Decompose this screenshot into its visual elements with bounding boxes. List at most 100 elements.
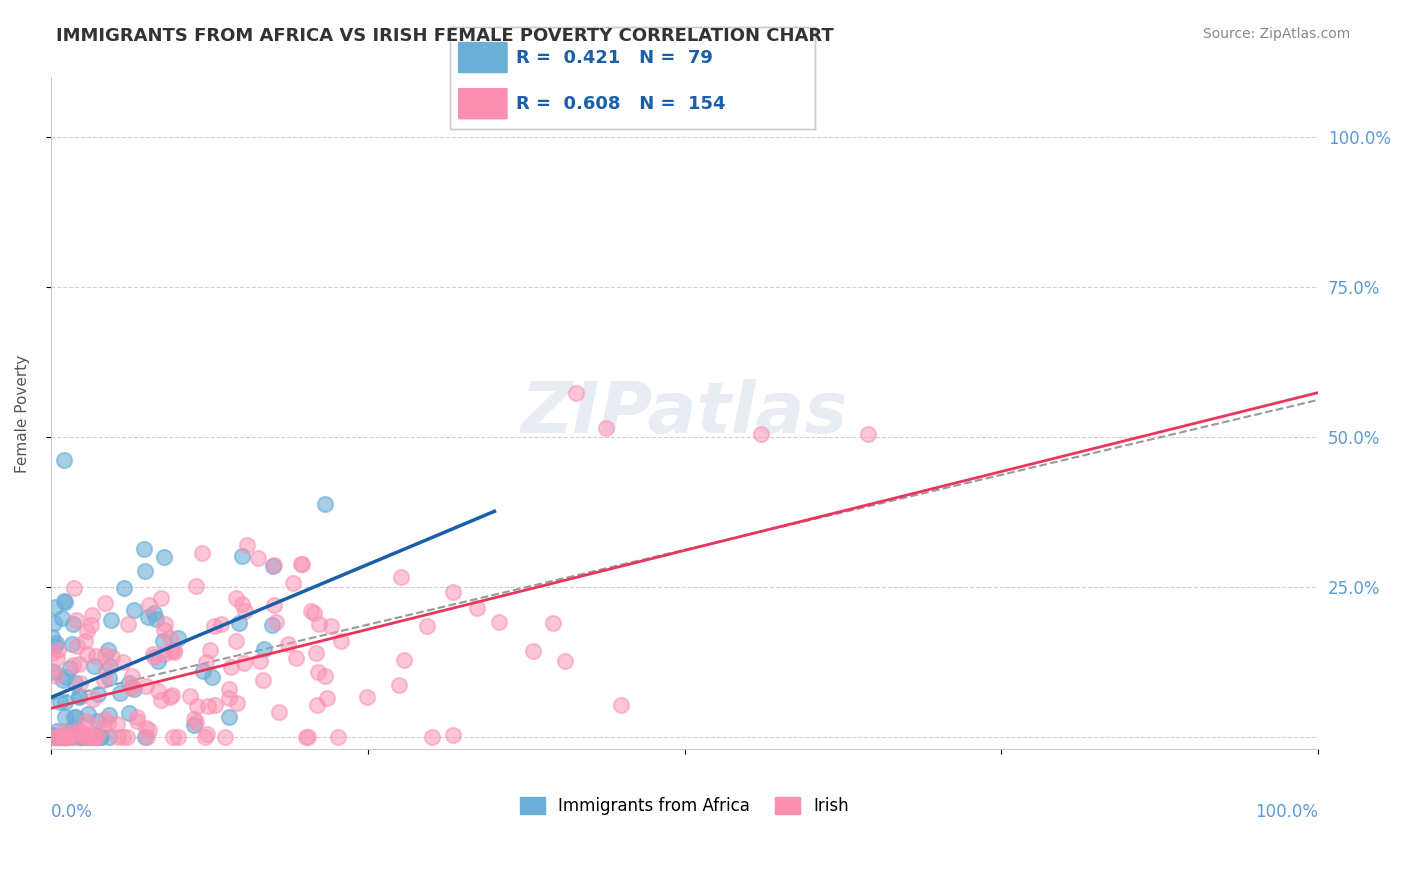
- Point: [195, 726, 218, 740]
- Point: [55, 731, 77, 745]
- Point: [65, 726, 87, 740]
- Point: [42, 665, 65, 679]
- Point: [69, 731, 91, 745]
- Point: [247, 550, 270, 565]
- Point: [41, 646, 63, 660]
- Text: R =  0.608   N =  154: R = 0.608 N = 154: [516, 95, 725, 112]
- Point: [314, 669, 336, 683]
- Point: [160, 644, 183, 658]
- Point: [218, 710, 240, 724]
- Point: [232, 657, 254, 671]
- Point: [97, 716, 120, 731]
- Point: [191, 664, 214, 678]
- Point: [121, 669, 143, 683]
- Point: [214, 731, 236, 745]
- Point: [136, 610, 159, 624]
- Point: [295, 731, 318, 745]
- Point: [63, 720, 86, 734]
- Point: [46, 643, 69, 657]
- Point: [41, 630, 63, 644]
- Point: [63, 581, 86, 595]
- Point: [98, 731, 121, 745]
- Point: [595, 421, 617, 435]
- Point: [225, 696, 247, 710]
- Point: [218, 682, 240, 697]
- Point: [267, 705, 290, 719]
- Point: [142, 647, 165, 661]
- Point: [153, 549, 176, 564]
- Point: [262, 559, 284, 574]
- Point: [195, 656, 218, 670]
- Text: 0.0%: 0.0%: [51, 803, 93, 822]
- Point: [225, 634, 247, 648]
- Point: [167, 631, 190, 645]
- Point: [134, 542, 156, 557]
- Point: [41, 664, 63, 678]
- Point: [52, 731, 75, 745]
- Point: [46, 651, 69, 665]
- Point: [198, 643, 221, 657]
- Point: [84, 649, 107, 664]
- Point: [62, 657, 84, 672]
- Point: [83, 731, 105, 745]
- Point: [148, 684, 170, 698]
- Point: [86, 731, 108, 745]
- Point: [67, 657, 90, 671]
- Point: [488, 615, 510, 629]
- Point: [63, 710, 86, 724]
- Point: [124, 681, 146, 696]
- Point: [749, 427, 772, 442]
- Point: [60, 637, 83, 651]
- Point: [80, 731, 103, 745]
- Point: [122, 602, 145, 616]
- Point: [45, 731, 67, 745]
- Point: [162, 731, 184, 745]
- Point: [90, 731, 112, 745]
- Point: [610, 698, 633, 713]
- Point: [53, 595, 76, 609]
- Point: [163, 643, 186, 657]
- Point: [252, 673, 274, 687]
- Point: [183, 712, 205, 726]
- Point: [45, 635, 67, 649]
- Point: [543, 615, 565, 630]
- Point: [121, 679, 143, 693]
- Point: [97, 671, 120, 685]
- Point: [59, 723, 82, 738]
- Point: [150, 591, 173, 606]
- Y-axis label: Female Poverty: Female Poverty: [15, 354, 30, 473]
- Point: [46, 724, 69, 739]
- Point: [55, 731, 77, 745]
- Point: [52, 731, 75, 745]
- Point: [66, 639, 89, 653]
- Point: [415, 619, 437, 633]
- Point: [153, 648, 176, 662]
- Point: [153, 623, 176, 637]
- Point: [63, 726, 86, 740]
- Point: [75, 727, 97, 741]
- Point: [305, 646, 328, 660]
- Point: [117, 731, 139, 745]
- Point: [52, 594, 75, 608]
- Point: [77, 718, 100, 732]
- Text: IMMIGRANTS FROM AFRICA VS IRISH FEMALE POVERTY CORRELATION CHART: IMMIGRANTS FROM AFRICA VS IRISH FEMALE P…: [56, 27, 834, 45]
- Point: [186, 699, 208, 714]
- Point: [76, 731, 98, 745]
- Point: [307, 698, 329, 712]
- Point: [184, 715, 207, 730]
- Point: [262, 618, 284, 632]
- Point: [204, 698, 226, 713]
- Point: [80, 617, 103, 632]
- Point: [420, 731, 443, 745]
- Point: [42, 731, 65, 745]
- Point: [111, 731, 134, 745]
- Text: 100.0%: 100.0%: [1256, 803, 1319, 822]
- Point: [55, 670, 77, 684]
- Point: [53, 695, 76, 709]
- Point: [45, 731, 67, 745]
- Point: [48, 731, 70, 745]
- Point: [49, 731, 72, 745]
- Point: [76, 624, 98, 638]
- Point: [80, 607, 103, 622]
- Point: [319, 619, 342, 633]
